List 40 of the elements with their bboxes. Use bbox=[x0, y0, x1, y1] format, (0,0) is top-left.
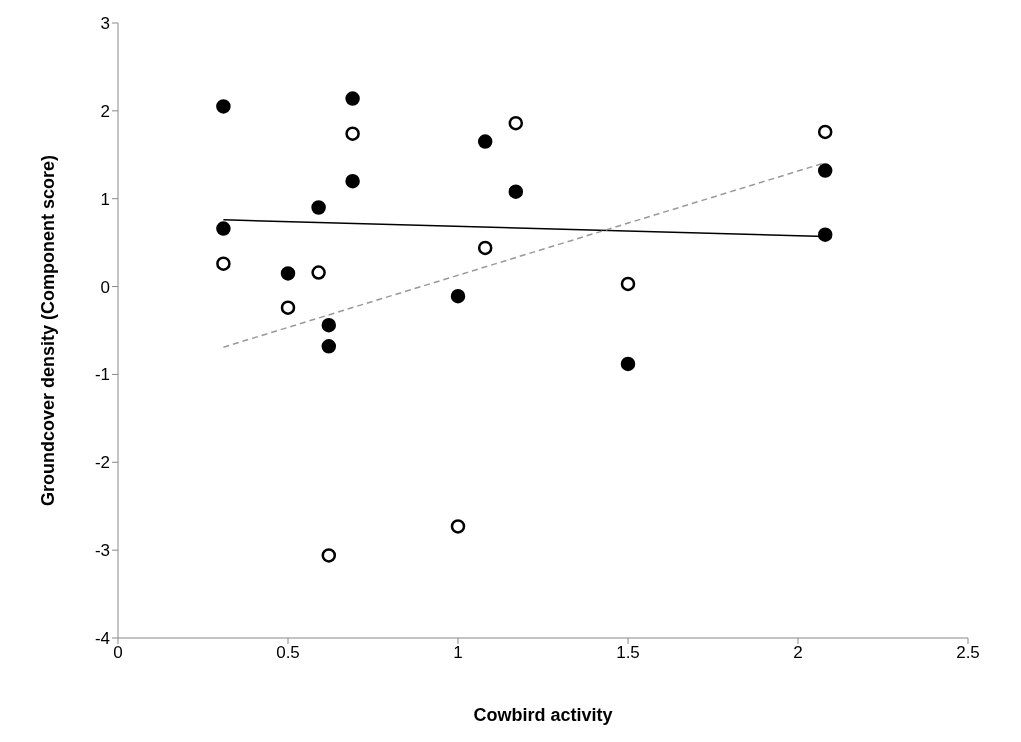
point bbox=[477, 134, 493, 149]
point bbox=[216, 221, 231, 236]
x-tick-label: 0.5 bbox=[276, 643, 300, 663]
y-tick-label: 0 bbox=[100, 277, 110, 297]
point bbox=[508, 184, 524, 199]
y-tick-label: 1 bbox=[100, 189, 110, 209]
point bbox=[817, 227, 833, 242]
y-tick-label: -4 bbox=[94, 629, 110, 649]
point bbox=[817, 163, 833, 178]
point bbox=[321, 548, 337, 563]
point bbox=[817, 124, 833, 140]
point bbox=[450, 288, 466, 304]
point bbox=[216, 256, 231, 271]
point bbox=[477, 240, 493, 256]
x-axis-title: Cowbird activity bbox=[473, 704, 613, 725]
point bbox=[216, 99, 231, 114]
y-tick-label: -2 bbox=[94, 453, 110, 473]
y-tick-label: 2 bbox=[100, 101, 110, 121]
point bbox=[345, 126, 360, 141]
point bbox=[345, 173, 360, 189]
y-tick-label: -3 bbox=[94, 541, 110, 561]
point bbox=[508, 115, 524, 131]
point bbox=[321, 339, 337, 354]
y-tick-label: 3 bbox=[100, 14, 110, 34]
point bbox=[311, 265, 326, 280]
y-tick-label: -1 bbox=[94, 365, 110, 385]
y-axis-title: Groundcover density (Component score) bbox=[38, 154, 59, 507]
x-tick-label: 0 bbox=[113, 643, 123, 663]
x-tick-label: 2 bbox=[793, 643, 803, 663]
point bbox=[311, 200, 326, 215]
x-tick-label: 1 bbox=[453, 643, 463, 663]
x-tick-label: 1.5 bbox=[616, 643, 640, 663]
x-tick-label: 2.5 bbox=[956, 643, 980, 663]
point bbox=[321, 317, 337, 333]
point bbox=[280, 266, 296, 281]
point bbox=[345, 91, 360, 106]
point bbox=[280, 300, 296, 315]
point bbox=[450, 519, 466, 534]
point bbox=[620, 276, 636, 292]
point bbox=[620, 356, 636, 372]
